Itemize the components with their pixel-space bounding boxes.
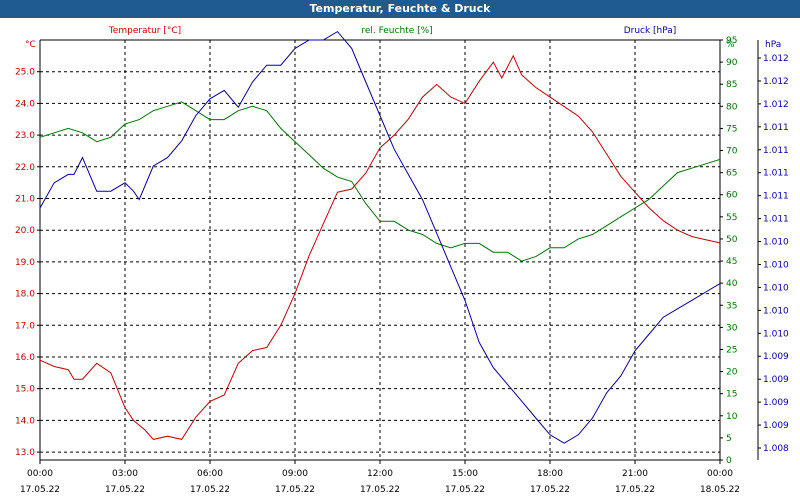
temperature-tick-label: 18.0 <box>15 290 35 300</box>
chart: 00:00 17.05.22 03:00 17.05.22 06:00 17.05.22 0… <box>15 26 789 495</box>
temperature-tick-label: 24.0 <box>15 99 35 109</box>
x-tick-label-date: 17.05.22 <box>615 485 655 495</box>
temperature-tick-label: 15.0 <box>15 385 35 395</box>
x-tick-label-date: 17.05.22 <box>275 485 315 495</box>
x-tick-label-time: 00:00 <box>27 469 53 479</box>
x-tick-label-date: 17.05.22 <box>445 485 485 495</box>
temperature-tick-label: 19.0 <box>15 258 35 268</box>
humidity-tick-label: 0 <box>726 456 732 466</box>
humidity-axis-title: rel. Feuchte [%] <box>361 26 432 36</box>
humidity-tick-label: 95 <box>726 36 737 46</box>
x-tick-label-time: 09:00 <box>282 469 308 479</box>
humidity-tick-label: 20 <box>726 368 738 378</box>
temperature-tick-label: 25.0 <box>15 68 35 78</box>
humidity-tick-label: 55 <box>726 213 737 223</box>
x-tick-label-date: 17.05.22 <box>190 485 230 495</box>
pressure-tick-label: 1.009 <box>763 375 789 385</box>
pressure-unit-label: hPa <box>765 40 781 50</box>
humidity-tick-label: 75 <box>726 124 737 134</box>
x-tick-label-time: 18:00 <box>537 469 563 479</box>
x-tick-label-time: 12:00 <box>367 469 393 479</box>
humidity-unit-label: % <box>726 40 735 50</box>
humidity-tick-label: 35 <box>726 301 737 311</box>
chart-title: Temperatur, Feuchte & Druck <box>0 0 800 18</box>
humidity-tick-label: 5 <box>726 434 732 444</box>
pressure-tick-label: 1.009 <box>763 398 789 408</box>
pressure-tick-label: 1.011 <box>763 123 789 133</box>
humidity-tick-label: 65 <box>726 169 737 179</box>
pressure-tick-label: 1.011 <box>763 192 789 202</box>
pressure-tick-label: 1.010 <box>763 329 789 339</box>
temperature-tick-label: 22.0 <box>15 163 35 173</box>
humidity-tick-label: 85 <box>726 80 737 90</box>
pressure-tick-label: 1.012 <box>763 100 789 110</box>
humidity-series-line <box>39 101 721 262</box>
series-layer <box>39 30 721 444</box>
temperature-tick-label: 16.0 <box>15 353 35 363</box>
axis-labels-layer: 00:00 17.05.22 03:00 17.05.22 06:00 17.05.22 0… <box>15 26 789 495</box>
humidity-tick-label: 30 <box>726 323 738 333</box>
x-tick-label-date: 17.05.22 <box>105 485 145 495</box>
humidity-tick-label: 50 <box>726 235 738 245</box>
pressure-tick-label: 1.011 <box>763 146 789 156</box>
pressure-tick-label: 1.010 <box>763 283 789 293</box>
grid <box>40 40 720 460</box>
temperature-axis-title: Temperatur [°C] <box>108 26 181 36</box>
humidity-tick-label: 70 <box>726 147 738 157</box>
humidity-tick-label: 45 <box>726 257 737 267</box>
pressure-tick-label: 1.012 <box>763 54 789 64</box>
temperature-tick-label: 17.0 <box>15 321 35 331</box>
humidity-tick-label: 40 <box>726 279 738 289</box>
humidity-tick-label: 10 <box>726 412 738 422</box>
temperature-tick-label: 13.0 <box>15 448 35 458</box>
x-tick-label-time: 03:00 <box>112 469 138 479</box>
humidity-tick-label: 90 <box>726 58 738 68</box>
pressure-axis-title: Druck [hPa] <box>624 26 677 36</box>
temperature-unit-label: °C <box>25 40 36 50</box>
pressure-tick-label: 1.009 <box>763 352 789 362</box>
temperature-series-line <box>39 54 721 440</box>
pressure-tick-label: 1.012 <box>763 77 789 87</box>
pressure-tick-label: 1.010 <box>763 306 789 316</box>
x-tick-label-time: 06:00 <box>197 469 223 479</box>
temperature-tick-label: 14.0 <box>15 416 35 426</box>
temperature-tick-label: 21.0 <box>15 194 35 204</box>
pressure-tick-label: 1.010 <box>763 238 789 248</box>
x-tick-label-date: 18.05.22 <box>700 485 740 495</box>
pressure-tick-label: 1.011 <box>763 215 789 225</box>
pressure-tick-label: 1.009 <box>763 421 789 431</box>
temperature-tick-label: 23.0 <box>15 131 35 141</box>
x-tick-label-date: 17.05.22 <box>20 485 60 495</box>
pressure-tick-label: 1.008 <box>763 444 789 454</box>
humidity-tick-label: 15 <box>726 390 737 400</box>
x-tick-label-time: 21:00 <box>622 469 648 479</box>
pressure-tick-label: 1.011 <box>763 169 789 179</box>
pressure-series-line <box>39 30 721 444</box>
x-tick-label-date: 17.05.22 <box>530 485 570 495</box>
humidity-tick-label: 60 <box>726 191 738 201</box>
humidity-tick-label: 25 <box>726 345 737 355</box>
pressure-tick-label: 1.010 <box>763 260 789 270</box>
x-tick-label-time: 15:00 <box>452 469 478 479</box>
x-tick-label-date: 17.05.22 <box>360 485 400 495</box>
x-tick-label-time: 00:00 <box>707 469 733 479</box>
temperature-tick-label: 20.0 <box>15 226 35 236</box>
axes <box>37 39 761 464</box>
humidity-tick-label: 80 <box>726 102 738 112</box>
